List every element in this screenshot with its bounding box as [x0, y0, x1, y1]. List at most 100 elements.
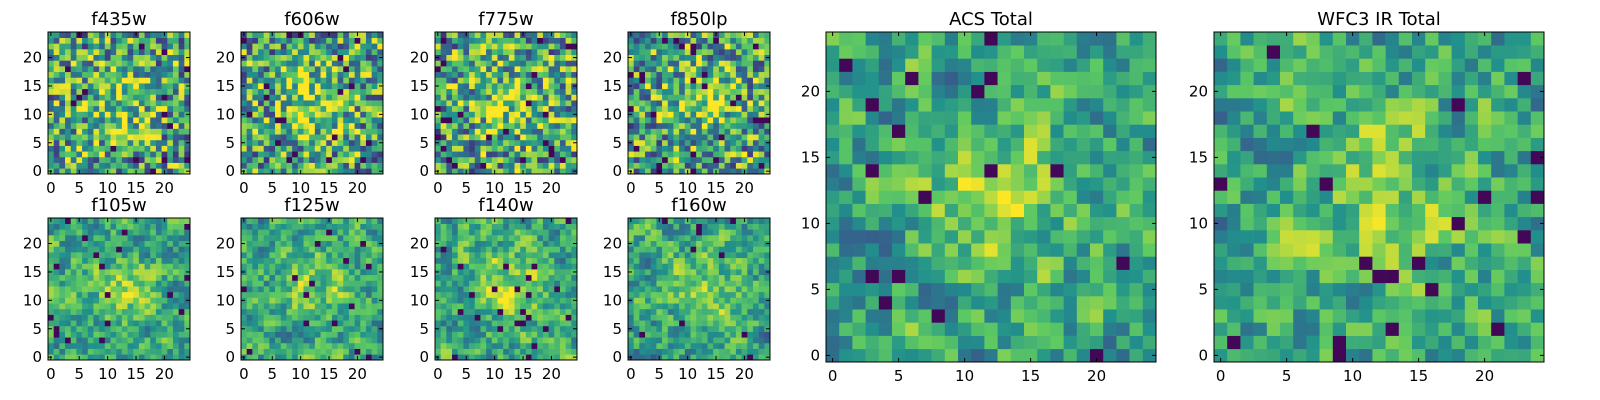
heatmap-cell	[758, 77, 765, 84]
heatmap-cell	[514, 337, 521, 344]
heatmap-cell	[70, 354, 77, 361]
heatmap-cell	[537, 240, 544, 247]
heatmap-cell	[292, 354, 299, 361]
heatmap-cell	[65, 348, 72, 355]
heatmap-cell	[446, 235, 453, 242]
heatmap-cell	[503, 77, 510, 84]
heatmap-cell	[656, 122, 663, 129]
heatmap-cell	[491, 342, 498, 349]
heatmap-cell	[331, 105, 338, 112]
heatmap-cell	[138, 88, 145, 95]
heatmap-cell	[246, 43, 253, 50]
heatmap-cell	[121, 37, 128, 44]
heatmap-cell	[263, 128, 270, 135]
heatmap-cell	[696, 128, 703, 135]
heatmap-cell	[531, 291, 538, 298]
heatmap-cell	[486, 162, 493, 169]
heatmap-cell	[684, 151, 691, 158]
heatmap-cell	[440, 66, 447, 73]
heatmap-cell	[337, 37, 344, 44]
heatmap-cell	[365, 111, 372, 118]
heatmap-cell	[735, 94, 742, 101]
heatmap-cell	[377, 71, 384, 78]
heatmap-cell	[747, 297, 754, 304]
heatmap-cell	[127, 257, 134, 264]
heatmap-cell	[514, 122, 521, 129]
heatmap-cell	[452, 37, 459, 44]
heatmap-cell	[365, 156, 372, 163]
heatmap-cell	[446, 122, 453, 129]
heatmap-cell	[684, 105, 691, 112]
heatmap-cell	[53, 303, 60, 310]
heatmap-cell	[59, 223, 66, 230]
heatmap-cell	[178, 60, 185, 67]
heatmap-cell	[48, 331, 54, 338]
heatmap-cell	[269, 337, 276, 344]
heatmap-cell	[469, 111, 476, 118]
heatmap-cell	[735, 32, 742, 38]
heatmap-cell	[645, 337, 652, 344]
heatmap-cell	[127, 286, 134, 293]
heatmap-cell	[127, 303, 134, 310]
heatmap-cell	[486, 280, 493, 287]
heatmap-cell	[65, 83, 72, 90]
heatmap-cell	[167, 354, 174, 361]
heatmap-cell	[474, 128, 481, 135]
heatmap-cell	[639, 122, 646, 129]
heatmap-cell	[184, 280, 191, 287]
heatmap-cell	[735, 145, 742, 152]
heatmap-cell	[365, 314, 372, 321]
heatmap-cell	[337, 314, 344, 321]
heatmap-cell	[758, 83, 765, 90]
heatmap-cell	[252, 331, 259, 338]
heatmap-cell	[497, 145, 504, 152]
heatmap-cell	[360, 60, 367, 67]
heatmap-cell	[747, 71, 754, 78]
heatmap-cell	[730, 49, 737, 56]
heatmap-cell	[133, 162, 140, 169]
heatmap-cell	[133, 252, 140, 259]
heatmap-cell	[121, 325, 128, 332]
heatmap-cell	[662, 128, 669, 135]
heatmap-cell	[53, 37, 60, 44]
heatmap-cell	[514, 83, 521, 90]
heatmap-cell	[303, 354, 310, 361]
heatmap-cell	[741, 337, 748, 344]
heatmap-cell	[701, 77, 708, 84]
heatmap-cell	[93, 71, 100, 78]
heatmap-cell	[667, 105, 674, 112]
heatmap-cell	[559, 240, 566, 247]
heatmap-cell	[662, 83, 669, 90]
heatmap-cell	[752, 94, 759, 101]
heatmap-cell	[735, 60, 742, 67]
heatmap-cell	[628, 151, 634, 158]
heatmap-cell	[82, 263, 89, 270]
heatmap-cell	[440, 240, 447, 247]
heatmap-cell	[565, 246, 572, 253]
heatmap-cell	[628, 320, 634, 327]
heatmap-cell	[684, 134, 691, 141]
heatmap-cell	[104, 331, 111, 338]
heatmap-cell	[662, 303, 669, 310]
heatmap-cell	[99, 331, 106, 338]
heatmap-cell	[491, 128, 498, 135]
heatmap-cell	[537, 111, 544, 118]
heatmap-cell	[559, 32, 566, 38]
y-tick-label: 20	[410, 235, 429, 253]
heatmap-cell	[463, 235, 470, 242]
heatmap-cell	[452, 325, 459, 332]
heatmap-cell	[331, 320, 338, 327]
heatmap-cell	[263, 94, 270, 101]
heatmap-cell	[707, 43, 714, 50]
heatmap-cell	[554, 105, 561, 112]
heatmap-cell	[469, 168, 476, 175]
heatmap-cell	[331, 240, 338, 247]
heatmap-cell	[331, 348, 338, 355]
heatmap-cell	[127, 240, 134, 247]
heatmap-cell	[326, 240, 333, 247]
heatmap-cell	[326, 134, 333, 141]
heatmap-cell	[121, 32, 128, 38]
heatmap-cell	[537, 297, 544, 304]
heatmap-cell	[82, 235, 89, 242]
